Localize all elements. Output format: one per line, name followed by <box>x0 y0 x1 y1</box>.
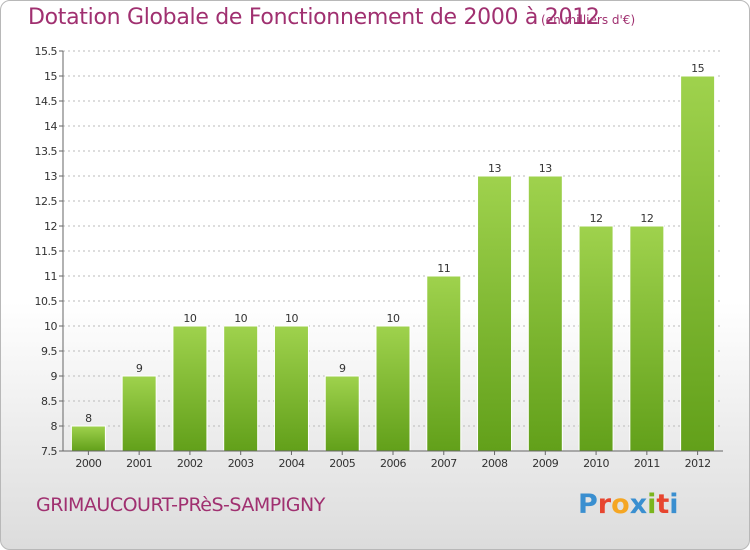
bar-2012 <box>680 75 716 452</box>
x-tick-label: 2012 <box>685 457 711 470</box>
x-tick-label: 2010 <box>583 457 609 470</box>
y-tick-label: 15 <box>44 70 57 83</box>
logo-letter: i <box>647 489 657 520</box>
bars: 8 9 10 10 10 9 10 11 13 13 12 12 15 <box>70 62 716 452</box>
y-tick-label: 8 <box>51 420 58 433</box>
bar-value-label: 10 <box>285 312 298 325</box>
x-tick-label: 2001 <box>126 457 152 470</box>
y-tick-label: 13 <box>44 170 57 183</box>
bar-value-label: 9 <box>339 362 346 375</box>
y-tick-label: 10.5 <box>35 295 58 308</box>
bar-value-label: 10 <box>387 312 400 325</box>
x-tick-label: 2002 <box>177 457 203 470</box>
y-tick-label: 8.5 <box>41 395 57 408</box>
bar-2009 <box>527 175 563 452</box>
y-tick-label: 12.5 <box>35 195 58 208</box>
y-axis: 7.5 8 8.5 9 9.5 10 10.5 11 11.5 12 12.5 13 13.5 14 14.… <box>35 45 64 458</box>
bar-value-label: 13 <box>539 162 552 175</box>
commune-name: GRIMAUCOURT-PRèS-SAMPIGNY <box>36 494 325 516</box>
y-tick-label: 9.5 <box>41 345 57 358</box>
chart-subtitle: (en milliers d'€) <box>541 13 636 27</box>
bar-value-label: 10 <box>234 312 247 325</box>
logo-letter: P <box>578 489 598 520</box>
proxiti-logo[interactable]: Proxiti <box>578 489 679 520</box>
bar-2000 <box>70 425 106 452</box>
x-tick-label: 2003 <box>228 457 254 470</box>
x-tick-label: 2000 <box>75 457 101 470</box>
bar-value-label: 12 <box>590 212 603 225</box>
logo-letter: i <box>669 489 679 520</box>
x-tick-label: 2007 <box>431 457 457 470</box>
y-tick-label: 10 <box>44 320 57 333</box>
bar-2008 <box>477 175 513 452</box>
y-tick-label: 12 <box>44 220 57 233</box>
x-axis: 2000 2001 2002 2003 2004 2005 2006 2007 2008 2009… <box>63 450 723 470</box>
logo-letter: o <box>611 489 630 520</box>
bar-value-label: 13 <box>488 162 501 175</box>
bar-2003 <box>223 325 259 452</box>
x-tick-label: 2005 <box>329 457 355 470</box>
bar-2011 <box>629 225 665 452</box>
bar-2005 <box>324 375 360 452</box>
x-tick-label: 2009 <box>532 457 558 470</box>
bar-2007 <box>426 275 462 452</box>
y-tick-label: 9 <box>51 370 58 383</box>
bar-2001 <box>121 375 157 452</box>
x-tick-label: 2008 <box>482 457 508 470</box>
logo-letter: x <box>629 489 648 520</box>
bar-value-label: 10 <box>183 312 196 325</box>
bar-value-label: 9 <box>136 362 143 375</box>
bar-value-label: 8 <box>85 412 92 425</box>
y-tick-label: 11.5 <box>35 245 58 258</box>
bar-value-label: 12 <box>640 212 653 225</box>
y-tick-label: 11 <box>44 270 57 283</box>
bar-2002 <box>172 325 208 452</box>
chart-title: Dotation Globale de Fonctionnement de 20… <box>28 5 600 30</box>
logo-letter: t <box>656 489 670 520</box>
y-tick-label: 15.5 <box>35 45 58 58</box>
x-tick-label: 2004 <box>278 457 304 470</box>
y-tick-label: 7.5 <box>41 445 57 458</box>
bar-2004 <box>273 325 309 452</box>
y-tick-label: 14.5 <box>35 95 58 108</box>
bar-2006 <box>375 325 411 452</box>
logo-letter: r <box>597 489 612 520</box>
bar-2010 <box>578 225 614 452</box>
bar-value-label: 11 <box>437 262 450 275</box>
bar-value-label: 15 <box>691 62 704 75</box>
x-tick-label: 2011 <box>634 457 660 470</box>
x-tick-label: 2006 <box>380 457 406 470</box>
y-tick-label: 13.5 <box>35 145 58 158</box>
y-tick-label: 14 <box>44 120 57 133</box>
